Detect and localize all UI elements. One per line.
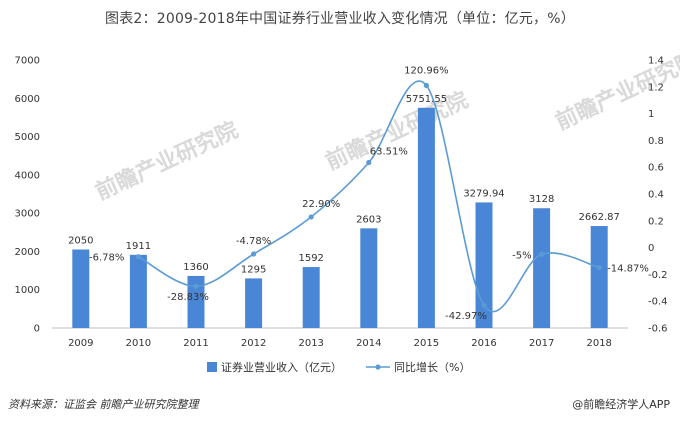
- bar: [417, 107, 435, 329]
- legend: 证券业营业收入（亿元） 同比增长（%）: [207, 360, 470, 374]
- x-tick-label: 2011: [183, 338, 208, 349]
- bar-value-label: 3128: [529, 194, 554, 205]
- bar-value-label: 2050: [68, 236, 93, 247]
- growth-value-label: 22.90%: [302, 199, 340, 210]
- growth-point: [539, 251, 545, 257]
- y-right-tick-label: 0.2: [648, 216, 664, 227]
- growth-point: [308, 214, 314, 220]
- growth-value-label: 63.51%: [370, 146, 408, 157]
- y-right-tick-label: -0.4: [648, 297, 668, 308]
- y-left-tick-label: 3000: [15, 209, 40, 220]
- y-left-tick-label: 2000: [15, 247, 40, 258]
- bar: [302, 267, 320, 328]
- y-right-tick-label: -0.6: [648, 324, 668, 335]
- y-right-tick-label: 0: [648, 243, 654, 254]
- bar: [533, 208, 551, 328]
- growth-value-label: -42.97%: [445, 311, 487, 322]
- bar-value-label: 5751.55: [406, 94, 447, 105]
- bar-value-label: 1911: [126, 241, 151, 252]
- bar: [475, 202, 493, 328]
- bar: [590, 226, 608, 328]
- bar-value-label: 1592: [298, 253, 323, 264]
- y-left-tick-label: 1000: [15, 285, 40, 296]
- x-tick-label: 2012: [241, 338, 266, 349]
- growth-line: [138, 80, 600, 313]
- y-right-tick-label: 1.2: [648, 82, 664, 93]
- growth-point: [366, 159, 372, 166]
- y-left-tick-label: 4000: [15, 170, 40, 181]
- bar: [245, 278, 263, 328]
- growth-value-label: -4.78%: [236, 236, 271, 247]
- bar: [72, 249, 90, 328]
- x-tick-label: 2015: [414, 338, 439, 349]
- growth-value-label: -28.83%: [167, 292, 209, 303]
- y-right-tick-label: -0.2: [648, 270, 668, 281]
- y-left-tick-label: 6000: [15, 94, 40, 105]
- y-left-tick-label: 5000: [15, 132, 40, 143]
- line-series: [135, 80, 602, 313]
- growth-value-label: 120.96%: [404, 66, 449, 77]
- growth-point: [596, 264, 602, 271]
- x-tick-label: 2013: [298, 338, 323, 349]
- brand-credit: @前瞻经济学人APP: [572, 398, 670, 411]
- legend-bar-label: 证券业营业收入（亿元）: [221, 360, 342, 374]
- axes: 0 1000 2000 3000 4000 5000 6000 7000 -0.6 -0.4 -0.…: [15, 56, 668, 350]
- y-right-tick-label: 0.4: [648, 190, 664, 201]
- bar-value-label: 1295: [241, 264, 266, 275]
- y-left-tick-label: 0: [34, 324, 40, 335]
- growth-value-label: -5%: [512, 250, 531, 261]
- y-right-tick-label: 1.4: [648, 56, 664, 67]
- legend-bar-swatch: [207, 362, 217, 372]
- watermark-text: 前瞻产业研究院: [92, 117, 243, 206]
- growth-point: [423, 82, 429, 89]
- y-left-tick-label: 7000: [15, 56, 40, 67]
- growth-point: [481, 302, 487, 308]
- source-note: 资料来源：证监会 前瞻产业研究院整理: [8, 398, 199, 411]
- x-tick-label: 2016: [471, 338, 496, 349]
- growth-value-label: -14.87%: [607, 264, 649, 275]
- data-labels: 2050 1911 1360 1295 1592 2603 5751.55 3279.94 31…: [68, 66, 649, 323]
- bar-value-label: 1360: [183, 262, 208, 273]
- bar-value-label: 2662.87: [579, 212, 620, 223]
- x-tick-label: 2018: [586, 338, 611, 349]
- legend-line-marker: [375, 364, 381, 370]
- y-right-tick-label: 0.8: [648, 136, 664, 147]
- y-right-tick-label: 0.6: [648, 163, 664, 174]
- bar: [187, 275, 205, 328]
- x-tick-label: 2009: [68, 338, 93, 349]
- growth-point: [193, 283, 199, 289]
- bar-series: [72, 107, 608, 329]
- bar-value-label: 3279.94: [463, 188, 504, 199]
- growth-point: [135, 254, 141, 260]
- growth-value-label: -6.78%: [89, 253, 124, 264]
- x-tick-label: 2010: [126, 338, 151, 349]
- bar-value-label: 2603: [356, 214, 381, 225]
- chart-title: 图表2：2009-2018年中国证券行业营业收入变化情况（单位：亿元，%）: [105, 11, 575, 27]
- bar: [360, 228, 378, 328]
- legend-line-label: 同比增长（%）: [394, 360, 470, 374]
- x-tick-label: 2014: [356, 338, 381, 349]
- watermarks: 前瞻产业研究院 前瞻产业研究院 前瞻产业研究院: [92, 47, 680, 206]
- bar: [129, 254, 147, 328]
- growth-point: [251, 251, 257, 257]
- x-tick-label: 2017: [529, 338, 554, 349]
- y-right-tick-label: 1: [648, 109, 654, 120]
